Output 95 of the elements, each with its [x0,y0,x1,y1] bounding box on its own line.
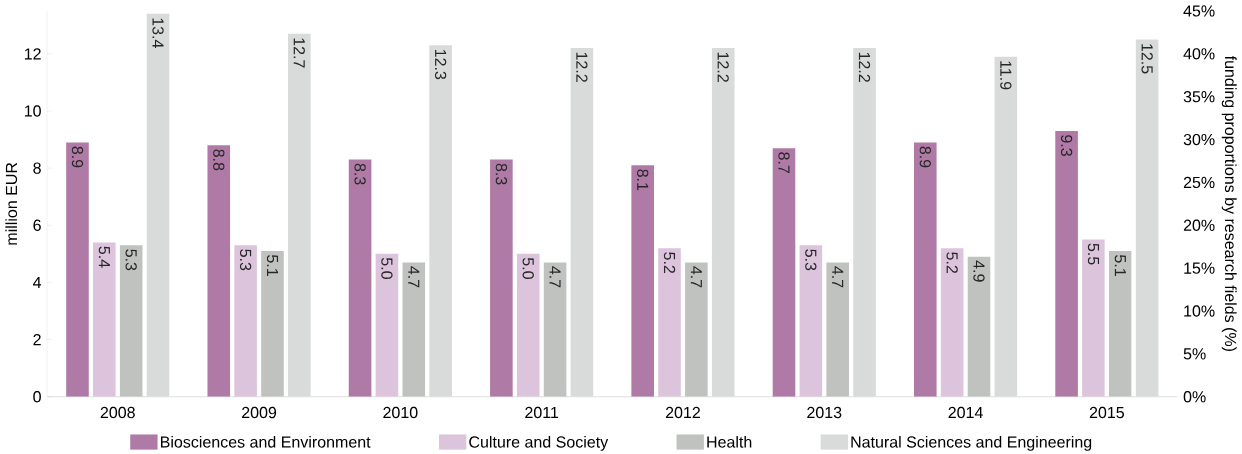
data-label: 5.1 [266,254,279,276]
bar [402,262,426,397]
bar [119,245,143,397]
bar [685,262,708,397]
data-label: 5.3 [239,249,252,271]
bar [631,165,654,397]
y-tick-label: 2 [33,333,41,346]
bar [429,45,452,397]
y-axis-title: million EUR [5,162,18,245]
bar [570,48,594,397]
bar [234,245,257,397]
legend-label: Biosciences and Environment [161,435,371,448]
bar [940,248,964,397]
data-label: 5.1 [1114,254,1126,276]
data-label: 8.7 [778,152,790,173]
y2-tick-label: 30% [1183,133,1215,146]
data-label: 9.3 [1060,135,1073,156]
y2-tick-label: 25% [1183,176,1215,188]
data-label: 8.8 [213,149,225,171]
data-label: 8.3 [354,163,366,185]
data-label: 12.2 [576,52,588,82]
y2-tick-label: 15% [1184,262,1215,274]
data-label: 4.9 [973,260,985,282]
data-label: 5.3 [125,249,137,271]
data-label: 12.3 [434,49,447,80]
data-label: 5.2 [946,252,958,273]
data-label: 12.2 [717,52,729,82]
y2-tick-label: 40% [1183,48,1215,60]
bar [375,253,399,397]
y-tick-label: 6 [33,219,41,231]
bar [913,142,937,397]
y-tick-label: 12 [24,48,41,60]
data-label: 8.9 [919,146,931,168]
data-label: 13.4 [152,18,164,48]
bar [1135,39,1159,397]
data-label: 5.2 [663,252,676,273]
x-tick-label: 2011 [525,406,559,419]
y-tick-label: 4 [33,276,42,288]
bar [853,48,876,397]
x-tick-label: 2008 [100,406,135,419]
bar [967,256,991,397]
data-label: 8.1 [637,169,649,191]
bar [207,145,231,397]
y2-tick-label: 20% [1183,219,1215,231]
x-tick-label: 2014 [948,406,983,419]
data-label: 8.3 [495,163,508,185]
data-label: 8.9 [71,146,84,168]
bar [826,262,849,397]
bar [146,13,170,397]
data-label: 4.7 [408,266,420,288]
bar [1055,130,1078,397]
bar [490,159,513,397]
bar [799,245,823,397]
data-label: 5.4 [98,246,110,268]
x-tick-label: 2015 [1089,406,1124,419]
data-label: 4.7 [690,266,702,288]
data-label: 12.7 [293,38,305,68]
legend-label: Natural Sciences and Engineering [851,435,1092,451]
data-label: 5.5 [1087,243,1100,265]
y2-tick-label: 35% [1183,90,1215,103]
data-label: 4.7 [549,266,561,288]
data-label: 4.7 [832,266,844,288]
data-label: 11.9 [1000,61,1012,90]
y2-axis-title: funding proportions by research fields (%) [1221,55,1237,351]
y2-tick-label: 45% [1183,5,1215,17]
x-tick-label: 2009 [242,406,277,419]
bar [288,33,311,397]
x-tick-label: 2010 [383,406,418,419]
y2-tick-label: 0% [1183,390,1206,403]
y-tick-label: 8 [33,162,41,174]
y-tick-label: 0 [33,390,41,403]
bar [543,262,567,397]
x-tick-label: 2013 [807,406,842,419]
legend-label: Health [707,435,752,448]
y-tick-label: 10 [24,105,41,117]
bar [261,250,284,397]
y2-tick-label: 5% [1183,348,1206,360]
data-label: 12.2 [858,52,871,82]
bar [1082,239,1105,397]
bar [711,48,735,397]
data-label: 12.5 [1141,44,1153,74]
legend-label: Culture and Society [469,435,609,451]
bar [994,56,1018,397]
bar [1108,250,1132,397]
bar [516,253,540,397]
bar [66,142,89,397]
bar [348,159,372,397]
data-label: 5.0 [522,257,534,279]
bar [772,148,796,397]
data-label: 5.0 [381,257,393,279]
bar [658,248,681,397]
y2-tick-label: 10% [1184,305,1215,317]
data-label: 5.3 [805,249,817,271]
x-tick-label: 2012 [665,406,700,419]
bar [93,242,116,397]
